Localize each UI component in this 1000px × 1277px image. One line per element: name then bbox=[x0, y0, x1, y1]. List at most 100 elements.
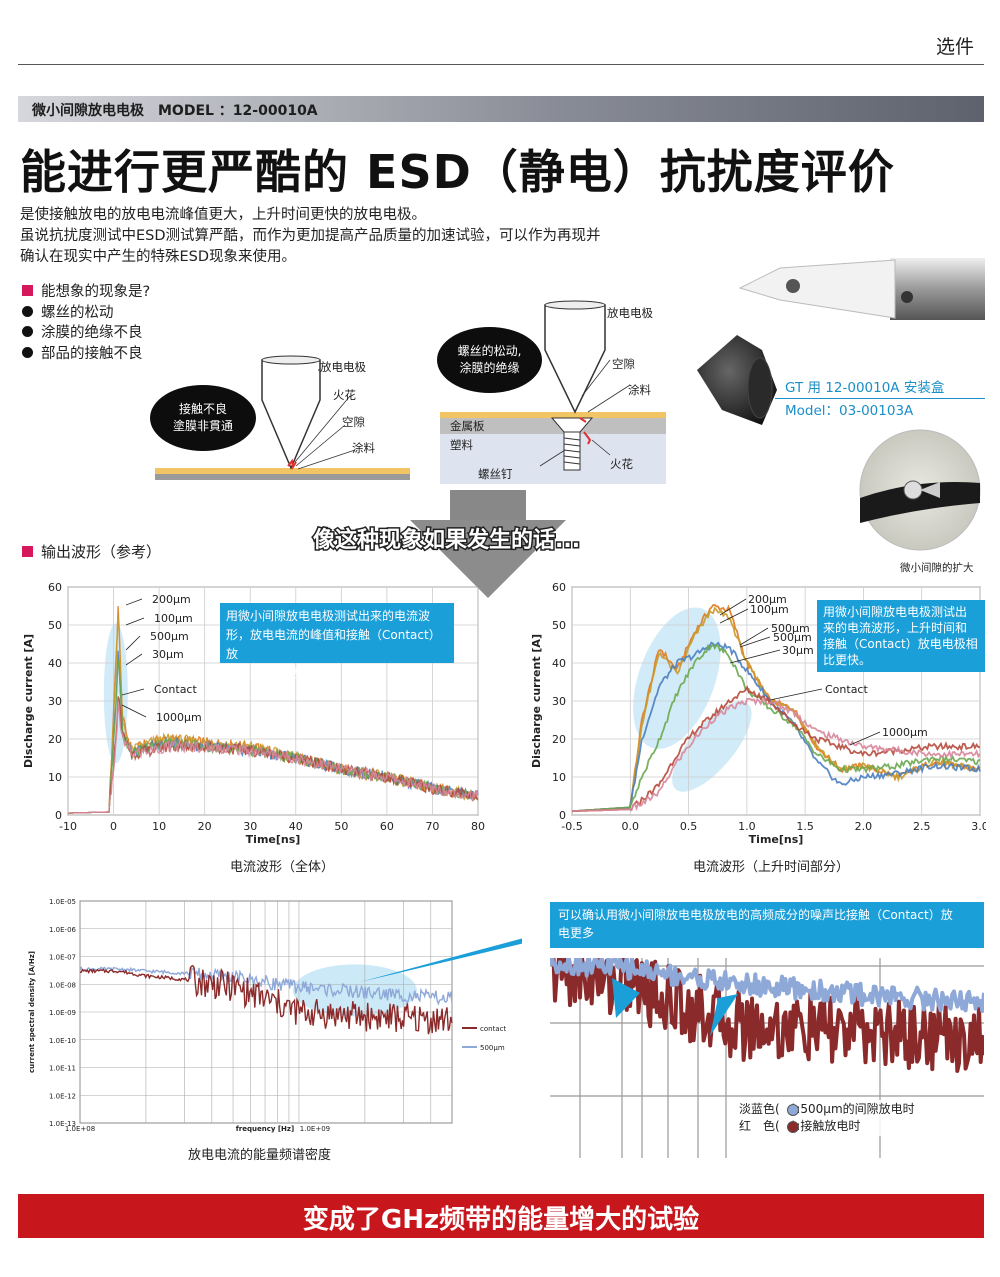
y-tick-label: 0 bbox=[55, 809, 62, 822]
caption-rise: 电流波形（上升时间部分） bbox=[693, 860, 850, 875]
y-tick-label: 30 bbox=[48, 695, 62, 708]
label-coating: 涂料 bbox=[352, 441, 375, 455]
leader-line bbox=[121, 704, 147, 718]
y-tick-label: 1.0E-07 bbox=[49, 954, 76, 962]
series-line bbox=[79, 966, 453, 1006]
x-tick-label: 1.5 bbox=[796, 820, 814, 833]
header-rule bbox=[18, 64, 984, 65]
series-label: 30μm bbox=[152, 648, 184, 661]
bubble-line: 螺丝的松动, bbox=[457, 344, 522, 358]
footer-banner: 变成了GHz频带的能量增大的试验 bbox=[18, 1194, 984, 1238]
gap-zoom-caption: 微小间隙的扩大 bbox=[900, 562, 974, 574]
mounting-case-label: GT 用 12-00010A 安装盒 bbox=[785, 380, 945, 396]
leader-line bbox=[719, 598, 747, 616]
legend-red-dot-icon bbox=[787, 1121, 799, 1133]
y-tick-label: 1.0E-10 bbox=[49, 1037, 76, 1045]
series-line bbox=[551, 958, 984, 1073]
y-tick-label: 10 bbox=[552, 771, 566, 784]
caption-spectrum: 放电电流的能量频谱密度 bbox=[188, 1148, 332, 1163]
bubble-line: 涂膜的绝缘 bbox=[459, 361, 520, 375]
series-label: 100μm bbox=[750, 603, 789, 616]
model-label: 微小间隙放电电极 MODEL ：12-00010A bbox=[32, 103, 318, 119]
waveform-rise-chart: 0 10 20 30 40 50 60 -0.5 0.0 0.5 1.0 1.5 2.0 2.5 3.0 Ti… bbox=[530, 581, 986, 845]
note-line: 用微小间隙放电电极测试出 bbox=[823, 605, 968, 619]
note-rise: 用微小间隙放电电极测试出 来的电流波形，上升时间和 接触（Contact）放电电… bbox=[817, 600, 985, 672]
x-tick-label: 50 bbox=[334, 820, 348, 833]
y-tick-label: 50 bbox=[552, 619, 566, 632]
legend-label: 500μm bbox=[480, 1044, 505, 1052]
x-tick-label: 80 bbox=[471, 820, 485, 833]
legend-red-text: 红 色( ):接触放电时 bbox=[739, 1119, 861, 1133]
legend-label: contact bbox=[480, 1025, 506, 1033]
intro-text: 是使接触放电的放电电流峰值更大，上升时间更快的放电电极。 虽说抗扰度测试中ESD… bbox=[20, 205, 601, 268]
dot-bullet-icon bbox=[22, 346, 33, 358]
series-label: 500μm bbox=[150, 630, 189, 643]
page-title: 能进行更严酷的 ESD（静电）抗扰度评价 bbox=[20, 145, 895, 199]
label-spark: 火花 bbox=[333, 388, 356, 402]
section-tab: 选件 bbox=[936, 36, 975, 58]
leader-line bbox=[125, 617, 145, 626]
leader-line bbox=[729, 649, 781, 664]
y-tick-label: 10 bbox=[48, 771, 62, 784]
mounting-case-photo bbox=[697, 335, 777, 425]
label-plastic: 塑料 bbox=[450, 438, 473, 452]
series-label: Contact bbox=[825, 683, 868, 696]
leader-line bbox=[719, 608, 749, 624]
x-tick-label: -10 bbox=[59, 820, 77, 833]
y-tick-label: 1.0E-13 bbox=[49, 1120, 76, 1128]
bubble-line: 塗膜非貫通 bbox=[172, 419, 233, 433]
y-tick-label: 20 bbox=[48, 733, 62, 746]
x-tick-label: 0.0 bbox=[622, 820, 640, 833]
x-axis-label: frequency [Hz] bbox=[236, 1125, 294, 1133]
y-tick-label: 1.0E-12 bbox=[49, 1092, 76, 1100]
note-line: 来的电流波形，上升时间和 bbox=[823, 621, 968, 635]
series-line bbox=[571, 697, 981, 813]
label-screw: 螺丝钉 bbox=[478, 467, 513, 481]
series-label: 100μm bbox=[154, 612, 193, 625]
x-tick-label: 0.5 bbox=[680, 820, 698, 833]
list-item: 涂膜的绝缘不良 bbox=[41, 325, 143, 341]
x-tick-label: 0 bbox=[110, 820, 117, 833]
waveform-heading: 输出波形（参考） bbox=[22, 541, 161, 562]
contact-failure-diagram bbox=[155, 355, 410, 480]
note-line: 比更快。 bbox=[823, 653, 872, 667]
note-spectrum: 可以确认用微小间隙放电电极放电的高频成分的噪声比接触（Contact）放 电更多 bbox=[550, 902, 984, 948]
bubble-line: 接触不良 bbox=[178, 402, 227, 416]
series-label: 200μm bbox=[748, 593, 787, 606]
y-tick-label: 20 bbox=[552, 733, 566, 746]
y-tick-label: 40 bbox=[552, 657, 566, 670]
footer-banner-text: 变成了GHz频带的能量增大的试验 bbox=[302, 1205, 700, 1235]
x-tick-label: 1.0 bbox=[738, 820, 756, 833]
list-item: 部品的接触不良 bbox=[41, 345, 143, 362]
y-axis-label: current spectral density [A/Hz] bbox=[28, 951, 36, 1073]
highlight-ellipse bbox=[672, 701, 752, 792]
model-bar: 微小间隙放电电极 MODEL ：12-00010A bbox=[18, 96, 984, 122]
down-arrow-icon bbox=[410, 490, 566, 598]
label-gap: 空隙 bbox=[342, 415, 365, 429]
arrow-text: 像这种现象如果发生的话... bbox=[311, 527, 581, 555]
callout-pointer bbox=[359, 938, 522, 983]
x-tick-label: 1.0E+09 bbox=[300, 1125, 330, 1133]
gap-zoom-photo bbox=[859, 429, 981, 551]
y-tick-label: 30 bbox=[552, 695, 566, 708]
x-tick-label: 40 bbox=[289, 820, 303, 833]
x-tick-label: 60 bbox=[380, 820, 394, 833]
square-bullet-icon bbox=[22, 285, 33, 296]
spectrum-chart: 1.0E-05 1.0E-06 1.0E-07 1.0E-08 1.0E-09 1.0E-… bbox=[28, 898, 522, 1133]
pointer-arrow-icon bbox=[710, 994, 738, 1036]
zoom-legend: 淡蓝色( ):500μm的间隙放电时 红 色( ):接触放电时 bbox=[735, 1100, 919, 1136]
callout-line bbox=[775, 398, 985, 399]
series-line bbox=[550, 958, 984, 1014]
leader-line bbox=[739, 627, 769, 646]
y-tick-label: 50 bbox=[48, 619, 62, 632]
speech-bubble: 螺丝的松动, 涂膜的绝缘 bbox=[437, 327, 542, 393]
label-spark: 火花 bbox=[610, 457, 633, 471]
waveform-heading-text: 输出波形（参考） bbox=[41, 543, 162, 561]
label-gap: 空隙 bbox=[612, 357, 635, 371]
square-bullet-icon bbox=[22, 546, 33, 557]
x-tick-label: 3.0 bbox=[971, 820, 986, 833]
note-line: 电更多 bbox=[558, 926, 595, 940]
y-axis-label: Discharge current [A] bbox=[530, 634, 543, 768]
series-label: 1000μm bbox=[156, 711, 202, 724]
note-line: 用微小间隙放电电极测试出来的电流波 bbox=[226, 609, 431, 623]
